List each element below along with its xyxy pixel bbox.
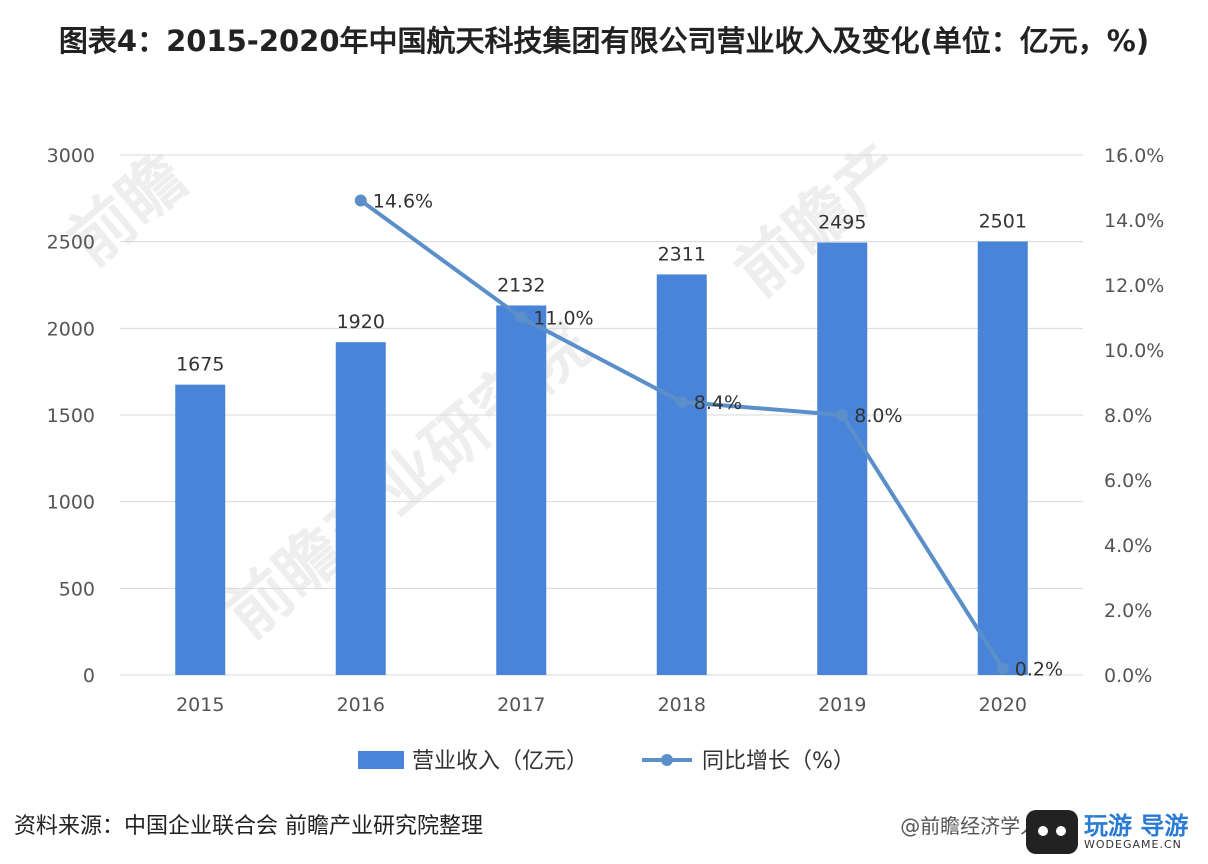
x-tick-label: 2016 [337,694,385,716]
y-right-tick-label: 10.0% [1104,340,1164,362]
robot-icon [1026,810,1078,854]
bar [977,241,1028,675]
growth-value-label: 8.4% [694,392,742,414]
bar [175,384,226,675]
bar-value-label: 1675 [176,354,224,376]
y-left-tick-label: 1000 [47,492,95,514]
bar-value-label: 2501 [979,210,1027,232]
x-tick-label: 2018 [658,694,706,716]
bar-value-label: 2311 [658,243,706,265]
y-right-tick-label: 14.0% [1104,210,1164,232]
y-right-tick-label: 0.0% [1104,665,1152,687]
growth-point [515,311,528,324]
x-tick-label: 2017 [497,694,545,716]
y-left-tick-label: 3000 [47,145,95,167]
y-left-tick-label: 2500 [47,232,95,254]
bar [817,242,868,676]
bar [656,274,707,675]
growth-point [996,662,1009,675]
legend-swatch-bar [358,751,404,769]
growth-point [836,409,849,421]
growth-value-label: 8.0% [854,405,902,427]
bar-value-label: 1920 [337,311,385,333]
combo-chart: 0 500 1000 1500 2000 2500 3000 0.0% 2.0% 4.0% 6.0%… [47,145,1165,774]
bar-value-label: 2495 [818,212,866,234]
y-left-tick-label: 1500 [47,405,95,427]
growth-point [354,194,367,207]
y-left-tick-label: 0 [83,665,95,687]
bar-value-label: 2132 [497,274,545,296]
bar [496,305,547,675]
x-tick-label: 2020 [979,694,1027,716]
legend-swatch-marker [661,754,673,766]
y-right-tick-label: 6.0% [1104,470,1152,492]
growth-value-label: 11.0% [533,308,593,330]
legend-label-growth: 同比增长（%） [702,749,855,774]
chart-title: 图表4：2015-2020年中国航天科技集团有限公司营业收入及变化(单位：亿元，… [58,24,1150,58]
x-tick-label: 2019 [818,694,866,716]
y-left-tick-label: 2000 [47,318,95,340]
growth-value-label: 14.6% [373,191,433,213]
site-logo: 玩游 导游 WODEGAME.CN [1020,804,1200,860]
y-right-tick-label: 4.0% [1104,535,1152,557]
legend-label-revenue: 营业收入（亿元） [412,749,588,774]
y-right-tick-label: 16.0% [1104,145,1164,167]
growth-point [675,396,688,408]
growth-value-label: 0.2% [1015,659,1063,681]
y-right-tick-label: 12.0% [1104,275,1164,297]
site-logo-url: WODEGAME.CN [1084,838,1182,851]
source-note: 资料来源：中国企业联合会 前瞻产业研究院整理 [14,814,483,839]
y-right-tick-label: 2.0% [1104,600,1152,622]
y-right-tick-label: 8.0% [1104,405,1152,427]
bar [335,342,386,675]
site-logo-name: 玩游 导游 [1084,812,1189,840]
y-left-tick-label: 500 [59,578,95,600]
x-tick-label: 2015 [176,694,224,716]
